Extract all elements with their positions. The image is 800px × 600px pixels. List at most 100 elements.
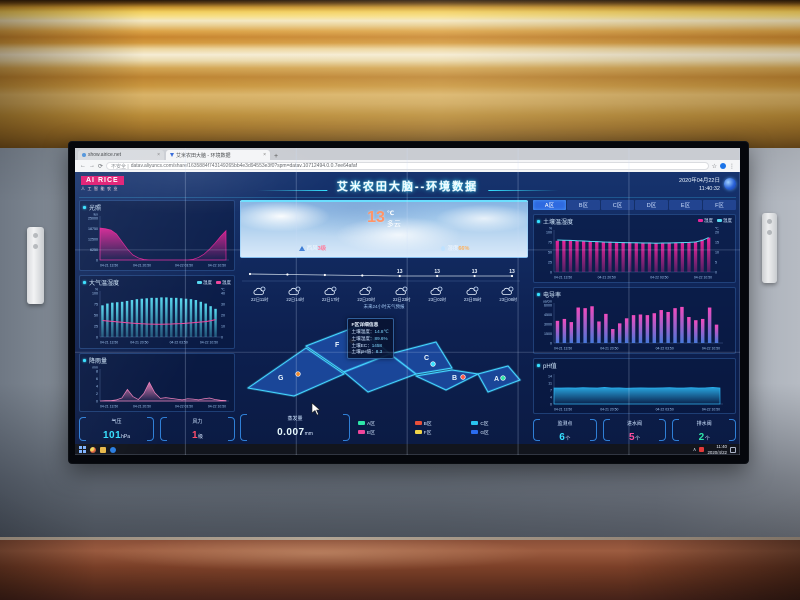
zone-tab[interactable]: A区 — [533, 200, 566, 210]
favicon-1 — [82, 153, 86, 157]
zone-legend: A区 B区 C区 — [358, 420, 528, 436]
zone-tab-bar: A区 B区 C区 D区 E区 F区 — [533, 200, 736, 210]
svg-text:30: 30 — [221, 303, 225, 307]
tooltip-row: 土壤湿度：89.6% — [351, 335, 388, 341]
svg-text:%: % — [95, 288, 98, 292]
svg-text:℃: ℃ — [715, 226, 719, 230]
stage-edge — [0, 537, 800, 540]
menu-dots-icon[interactable]: ⋮ — [729, 163, 735, 170]
panel-title-text: pH值 — [543, 364, 557, 371]
tray-app-icon[interactable] — [699, 447, 705, 452]
svg-text:04-22 10:50: 04-22 10:50 — [702, 346, 720, 350]
svg-text:04-22 03:50: 04-22 03:50 — [170, 341, 188, 345]
stat-pill: 气压 101hPa — [79, 416, 154, 442]
stat-label: 监测点 — [557, 421, 573, 428]
logo-title: AI RICE — [81, 176, 124, 185]
wind-info: 西风3级 — [298, 244, 326, 252]
svg-text:04-21 20:50: 04-21 20:50 — [133, 404, 151, 408]
wood-floor — [0, 540, 800, 600]
datav-favicon — [170, 153, 174, 157]
wind-icon — [298, 246, 305, 252]
zone-tab[interactable]: F区 — [703, 200, 736, 210]
edge-icon[interactable] — [110, 446, 116, 453]
new-tab-button[interactable]: + — [274, 153, 279, 160]
close-icon[interactable]: × — [157, 152, 160, 158]
panel-title-text: 电导率 — [543, 292, 562, 299]
rainfall-panel: 降雨量 8 6 4 2 0 mm 04-21 13:50 04-21 20:50 04-22 0… — [79, 352, 235, 412]
weather-now-panel: 13 ℃ 多云 西风3级 湿度66% — [240, 200, 528, 258]
forecast-item: 22日14时 — [278, 286, 314, 303]
stat-label: 风力 — [192, 419, 203, 425]
svg-text:50: 50 — [548, 250, 552, 254]
svg-text:G: G — [278, 375, 284, 382]
action-center-icon[interactable] — [730, 446, 736, 453]
taskbar-clock[interactable]: 11:40 2020/4/22 — [707, 444, 727, 455]
stat-label: 进水阀 — [627, 421, 643, 428]
svg-text:us/cm: us/cm — [543, 299, 552, 303]
legend-label: 湿度 — [704, 218, 713, 224]
tray-chevron-icon[interactable]: ∧ — [692, 446, 697, 453]
browser-tab-2[interactable]: 艾米农田大脑 - 环境数据 × — [166, 150, 270, 160]
svg-text:04-21 13:50: 04-21 13:50 — [100, 341, 118, 345]
back-icon[interactable]: ← — [80, 163, 86, 169]
stat-unit: 个 — [565, 436, 571, 443]
zone-tab[interactable]: C区 — [601, 200, 634, 210]
folder-icon[interactable] — [100, 446, 106, 453]
stat-value: 101 — [102, 430, 122, 441]
forecast-block: 22日11时 22日14时 — [240, 286, 528, 310]
svg-text:B: B — [452, 375, 457, 382]
close-icon[interactable]: × — [263, 152, 266, 158]
legend-label: 温度 — [222, 279, 231, 285]
svg-text:18750: 18750 — [88, 227, 98, 231]
start-button[interactable] — [79, 446, 86, 453]
svg-text:13: 13 — [434, 269, 440, 275]
tab-title: 艾米农田大脑 - 环境数据 — [176, 152, 231, 159]
forward-icon[interactable]: → — [89, 163, 95, 169]
stat-value: 5 — [628, 432, 636, 444]
left-stats: 气压 101hPa 风力 1级 — [79, 416, 235, 442]
stat-pill: 监测点 6个 — [533, 418, 597, 443]
svg-text:50: 50 — [94, 314, 98, 318]
url-input[interactable]: 不安全 | datav.aliyuncs.com/share/1635884f7… — [106, 162, 709, 170]
svg-text:0: 0 — [221, 336, 223, 340]
svg-text:25: 25 — [548, 260, 552, 264]
legend-item: C区 — [471, 420, 520, 427]
cloud-sun-icon — [466, 286, 479, 295]
svg-text:04-21 20:50: 04-21 20:50 — [598, 275, 616, 279]
svg-text:0: 0 — [96, 259, 98, 263]
dashboard-body: 光照 25000 18750 12500 6250 0 lux 04-21 13:50 04-… — [79, 198, 736, 444]
light-chart-panel: 光照 25000 18750 12500 6250 0 lux 04-21 13:50 04-… — [79, 200, 235, 272]
rain-chart: 8 6 4 2 0 mm 04-21 13:50 04-21 20:50 04-22 03:50… — [92, 365, 229, 408]
svg-text:0: 0 — [550, 270, 552, 274]
svg-text:%: % — [549, 226, 552, 230]
legend-swatch — [358, 421, 365, 426]
security-label[interactable]: 不安全 | — [111, 163, 129, 170]
svg-text:12500: 12500 — [88, 238, 98, 242]
chart-legend: 湿度 温度 — [197, 280, 231, 286]
cloud-sun-icon — [253, 286, 266, 295]
zone-tab[interactable]: B区 — [567, 200, 600, 210]
profile-avatar[interactable] — [720, 163, 726, 169]
droplet-icon — [441, 246, 446, 252]
browser-tab-1[interactable]: show.airice.net × — [78, 150, 164, 160]
svg-text:A: A — [494, 376, 499, 383]
stat-value: 0.007 — [277, 427, 305, 439]
panel-title-text: 大气温湿度 — [89, 281, 120, 288]
reload-icon[interactable]: ⟳ — [98, 163, 104, 170]
stat-label: 蒸发量 — [287, 416, 303, 423]
forecast-time: 22日11时 — [251, 297, 269, 302]
evaporation-stat: 蒸发量 0.007mm — [240, 413, 350, 442]
legend-swatch — [717, 219, 722, 223]
bookmark-star-icon[interactable]: ☆ — [711, 163, 717, 170]
stat-unit: 级 — [198, 434, 204, 440]
speaker-right — [762, 213, 777, 283]
svg-text:04-22 10:50: 04-22 10:50 — [208, 404, 226, 408]
bullet-icon — [83, 281, 86, 285]
zone-tab[interactable]: D区 — [635, 200, 668, 210]
legend-swatch — [197, 280, 202, 284]
zone-tab[interactable]: E区 — [669, 200, 702, 210]
chrome-icon[interactable] — [90, 446, 96, 453]
svg-text:25000: 25000 — [88, 217, 98, 221]
